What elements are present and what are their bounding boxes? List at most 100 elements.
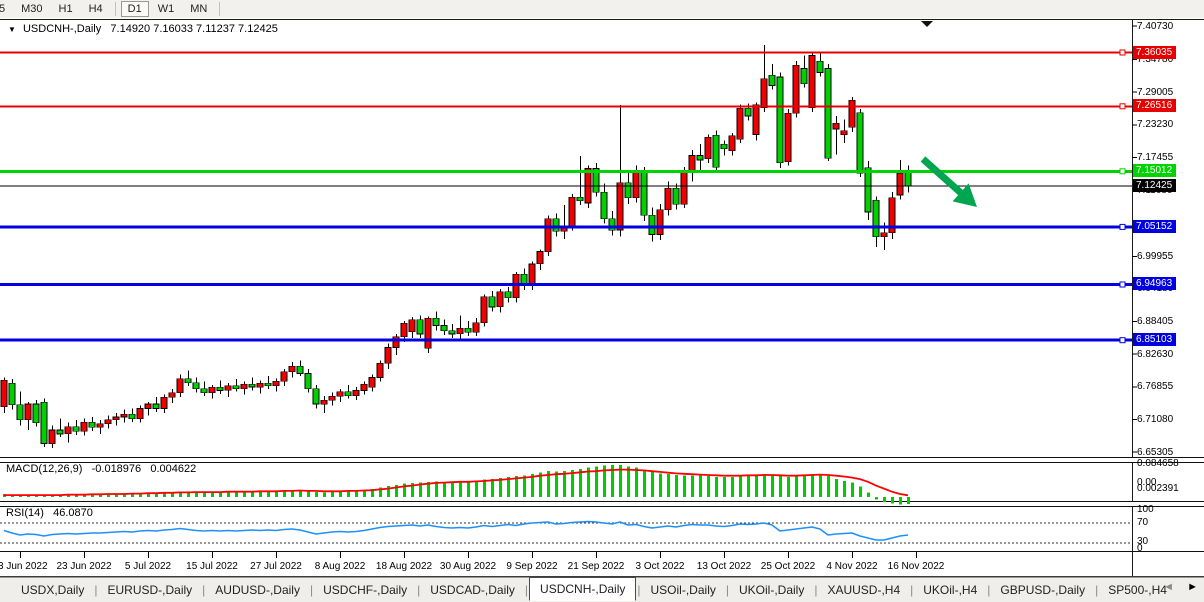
candle-body	[96, 423, 104, 428]
candle-body	[128, 413, 136, 420]
candle-body	[568, 196, 576, 228]
rsi-pane-splitter[interactable]	[0, 501, 1204, 507]
hline-handle[interactable]	[1119, 223, 1126, 230]
rsi-axis-label: 100	[1137, 504, 1154, 515]
macd-bar	[299, 490, 302, 497]
macd-bar	[643, 469, 646, 497]
macd-bar	[811, 474, 814, 497]
candle-body	[376, 363, 384, 378]
price-tick-label: 7.17455	[1137, 151, 1174, 163]
chart-dropdown-icon[interactable]: ▼	[8, 25, 16, 34]
timeframe-button-m30[interactable]: M30	[21, 3, 43, 15]
date-tick-label: 30 Aug 2022	[439, 561, 497, 572]
candle-body	[80, 421, 88, 432]
level-price-badge: 7.05152	[1133, 219, 1177, 233]
macd-bar	[563, 471, 566, 497]
chart-canvas[interactable]	[0, 18, 1204, 577]
macd-bar	[747, 475, 750, 497]
timeframe-button-d1[interactable]: D1	[120, 1, 149, 17]
chart-shift-marker-icon[interactable]	[921, 21, 933, 27]
timeframe-button-w1[interactable]: W1	[157, 3, 175, 15]
candle-body	[456, 327, 464, 335]
macd-bar	[467, 481, 470, 497]
candle-body	[736, 107, 744, 140]
chart-title-ohlc: 7.14920 7.16033 7.11237 7.12425	[110, 23, 278, 35]
macd-pane-splitter[interactable]	[0, 457, 1204, 463]
candle-body	[144, 403, 152, 409]
chart-tab-audusd-daily[interactable]: AUDUSD-,Daily	[215, 583, 300, 597]
date-tick-label: 27 Jul 2022	[250, 561, 302, 572]
chart-tab-usdchf-daily[interactable]: USDCHF-,Daily	[323, 583, 408, 597]
macd-bar	[363, 490, 366, 497]
candle-body	[192, 382, 200, 390]
macd-axis-label: 0.002391	[1137, 483, 1179, 494]
macd-bar	[291, 490, 294, 497]
macd-bar	[547, 471, 550, 497]
chart-title-symbol: USDCNH-,Daily	[22, 23, 102, 35]
macd-bar	[387, 486, 390, 497]
candle-body	[280, 371, 288, 382]
timeframe-button-5[interactable]: 5	[0, 3, 6, 15]
hline-handle[interactable]	[1119, 337, 1126, 344]
candle-body	[824, 68, 832, 159]
tab-divider: |	[94, 583, 98, 597]
timeframe-button-h4[interactable]: H4	[88, 3, 103, 15]
hline-handle[interactable]	[1119, 281, 1126, 288]
candle-body	[264, 382, 272, 387]
timeframe-button-h1[interactable]: H1	[58, 3, 73, 15]
macd-bar	[851, 482, 854, 497]
date-tick-label: 13 Jun 2022	[0, 561, 48, 572]
chart-tab-usdx-daily[interactable]: USDX,Daily	[21, 583, 85, 597]
candle-body	[648, 215, 656, 235]
candle-body	[400, 322, 408, 338]
timeframe-button-mn[interactable]: MN	[190, 3, 208, 15]
candle-body	[616, 182, 624, 231]
chart-tab-ukoil-daily[interactable]: UKOil-,Daily	[738, 583, 805, 597]
macd-bar	[787, 476, 790, 497]
candle-body	[312, 388, 320, 405]
macd-bar	[779, 476, 782, 497]
chart-tab-gbpusd-daily[interactable]: GBPUSD-,Daily	[1000, 583, 1086, 597]
chart-tab-ukoil-h4[interactable]: UKOil-,H4	[923, 583, 978, 597]
macd-bar	[499, 478, 502, 497]
candle-body	[296, 365, 304, 374]
chart-tab-usoil-daily[interactable]: USOil-,Daily	[650, 583, 716, 597]
hline-handle[interactable]	[1119, 49, 1126, 56]
macd-bar	[355, 490, 358, 497]
candle-body	[432, 317, 440, 326]
date-tick-label: 18 Aug 2022	[375, 561, 433, 572]
candle-body	[64, 426, 72, 435]
candle-body	[16, 404, 24, 421]
candle-body	[536, 251, 544, 265]
candle-body	[408, 319, 416, 333]
macd-bar	[755, 475, 758, 497]
price-axis-border	[1132, 19, 1133, 576]
price-tick-label: 7.40730	[1137, 20, 1174, 32]
macd-bar	[211, 492, 214, 497]
candle-body	[8, 382, 16, 405]
tab-scroll-left-icon[interactable]: ◄	[1163, 581, 1175, 593]
hline-handle[interactable]	[1119, 168, 1126, 175]
chart-tab-usdcad-daily[interactable]: USDCAD-,Daily	[430, 583, 515, 597]
macd-bar	[443, 481, 446, 497]
tab-scroll-right-icon[interactable]: ►	[1187, 581, 1198, 593]
date-tick-label: 25 Oct 2022	[760, 561, 816, 572]
candle-body	[304, 373, 312, 390]
chart-tab-sp500-h4[interactable]: SP500-,H4	[1108, 583, 1167, 597]
macd-bar	[403, 483, 406, 497]
macd-bar	[67, 494, 70, 497]
macd-bar	[131, 493, 134, 497]
trend-arrow-annotation[interactable]	[920, 156, 977, 207]
macd-bar	[91, 494, 94, 497]
chart-title: ▼ USDCNH-,Daily 7.14920 7.16033 7.11237 …	[8, 23, 278, 35]
candle-body	[864, 167, 872, 213]
chart-tab-usdcnh-daily[interactable]: USDCNH-,Daily	[529, 577, 637, 601]
hline-handle[interactable]	[1119, 103, 1126, 110]
candle-body	[888, 197, 896, 234]
chart-tab-xauusd-h4[interactable]: XAUUSD-,H4	[827, 583, 901, 597]
candle-body	[48, 429, 56, 444]
chart-tab-eurusd-daily[interactable]: EURUSD-,Daily	[107, 583, 193, 597]
candle-body	[104, 419, 112, 425]
tab-divider: |	[417, 583, 421, 597]
